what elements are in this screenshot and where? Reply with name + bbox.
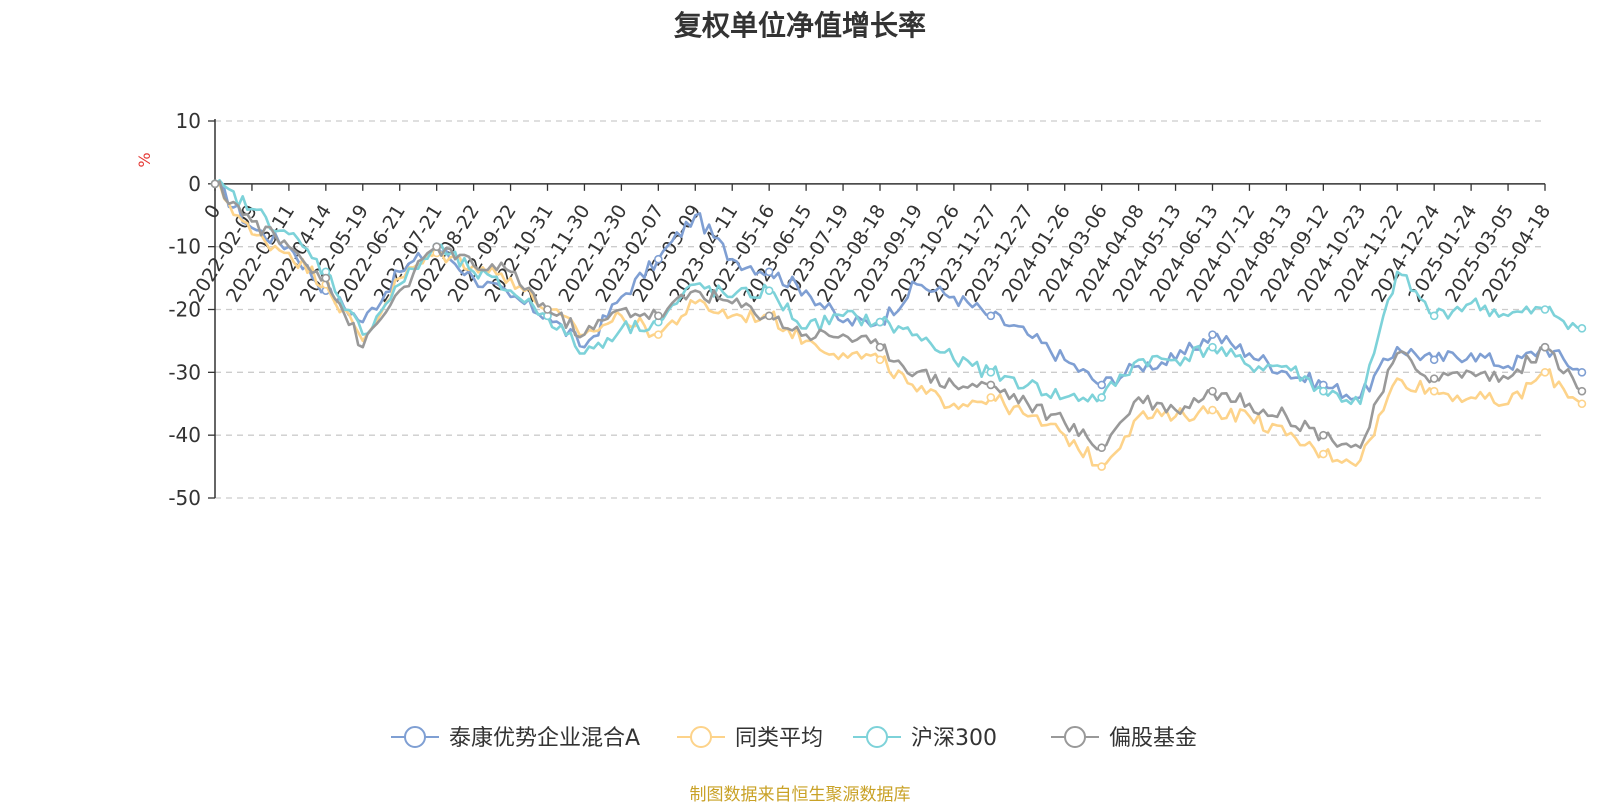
data-point	[1577, 324, 1587, 333]
data-point	[654, 330, 663, 339]
data-point	[1540, 305, 1550, 314]
data-point	[210, 179, 220, 189]
series-line	[214, 179, 1583, 406]
data-point	[875, 355, 885, 365]
series-line	[215, 182, 1583, 468]
data-point	[986, 368, 996, 377]
data-point	[1097, 462, 1106, 471]
data-point	[1208, 405, 1217, 415]
data-point	[764, 311, 774, 321]
data-point	[432, 242, 441, 251]
y-tick-label: 0	[188, 172, 201, 196]
legend-item[interactable]: 偏股基金	[1051, 726, 1197, 751]
data-point	[1208, 386, 1217, 396]
y-axis-ticks: 10 0 -10 -20 -30 -40 -50	[168, 109, 215, 510]
y-tick-label: 10	[176, 109, 201, 133]
series-line	[214, 180, 1583, 451]
data-point	[986, 393, 996, 402]
legend-marker	[404, 726, 426, 748]
data-point	[1208, 342, 1217, 352]
y-tick-label: -10	[168, 235, 201, 259]
y-tick-label: -30	[168, 360, 201, 384]
y-tick-label: -50	[168, 486, 201, 510]
legend-label: 泰康优势企业混合A	[449, 726, 640, 751]
data-point	[1097, 380, 1106, 390]
grid-lines	[215, 120, 1545, 499]
data-point	[1540, 342, 1550, 352]
data-point	[1577, 368, 1587, 377]
legend-marker	[866, 726, 888, 748]
data-point	[1208, 330, 1217, 339]
axes	[214, 119, 1545, 498]
legend[interactable]: 泰康优势企业混合A 同类平均 沪深300 偏股基金	[391, 726, 1197, 751]
y-tick-label: -20	[168, 298, 201, 322]
data-point	[875, 342, 885, 352]
legend-item[interactable]: 泰康优势企业混合A	[391, 726, 640, 751]
data-point	[1429, 311, 1439, 321]
data-point	[1540, 368, 1550, 377]
data-point	[321, 273, 331, 283]
data-point	[654, 311, 663, 321]
data-point	[1097, 393, 1106, 402]
data-point	[1577, 386, 1587, 396]
source-note: 制图数据来自恒生聚源数据库	[689, 785, 911, 805]
chart-title: 复权单位净值增长率	[673, 9, 926, 42]
data-point	[875, 317, 885, 327]
data-point	[1429, 355, 1439, 365]
data-point	[1319, 430, 1328, 440]
data-point	[1429, 374, 1439, 383]
legend-marker	[1064, 726, 1086, 748]
legend-label: 同类平均	[735, 726, 823, 751]
data-point	[764, 267, 774, 277]
data-point	[543, 305, 552, 314]
y-tick-label: -40	[168, 423, 201, 447]
data-point	[986, 380, 996, 390]
legend-item[interactable]: 同类平均	[677, 726, 823, 751]
data-point	[1319, 449, 1328, 459]
data-point	[1429, 386, 1439, 396]
y-axis-unit-label: %	[135, 152, 154, 167]
data-point	[1577, 399, 1587, 409]
data-point	[1319, 386, 1328, 396]
data-point	[1097, 443, 1106, 453]
legend-label: 沪深300	[911, 726, 997, 751]
x-tick-label: 0	[200, 201, 225, 223]
legend-label: 偏股基金	[1109, 726, 1197, 751]
legend-item[interactable]: 沪深300	[853, 726, 997, 751]
data-point	[654, 254, 663, 264]
chart-canvas: 100-10-20-30-40-50 02022-02-092022-03-11…	[135, 109, 1587, 751]
data-point	[986, 311, 996, 321]
data-point	[764, 286, 774, 295]
legend-marker	[690, 726, 712, 748]
series-lines	[210, 179, 1587, 471]
